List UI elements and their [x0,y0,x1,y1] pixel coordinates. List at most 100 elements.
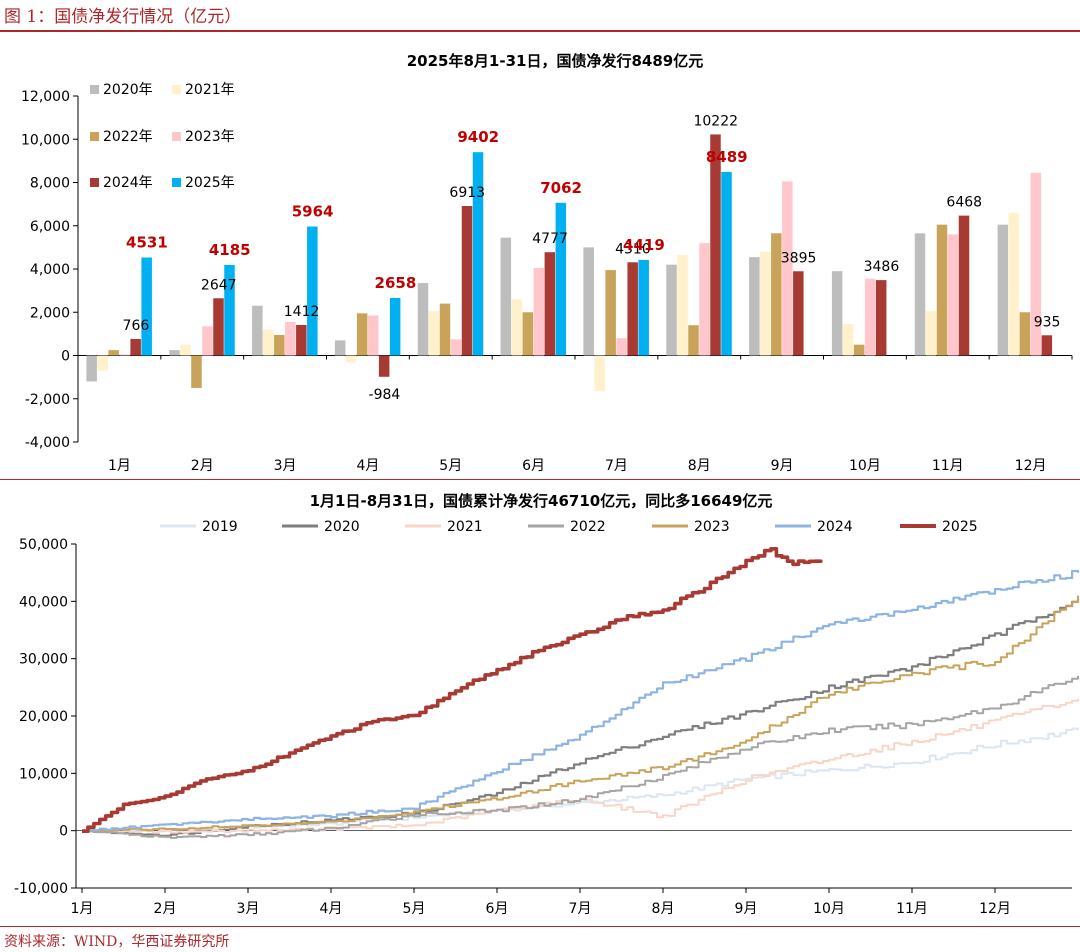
series-line-2022 [82,675,1079,839]
bar [710,134,721,356]
bar [213,298,224,356]
line-y-tick-label: -10,000 [14,881,68,897]
bar-y-tick-label: 2,000 [30,305,70,321]
legend-label: 2025年 [185,175,235,191]
bar [224,264,235,356]
bar-y-tick-label: 6,000 [30,219,70,235]
bar-x-tick-label: 2月 [191,458,214,474]
bar [544,252,556,356]
bar-x-tick-label: 4月 [356,458,379,474]
bar [605,270,616,356]
line-chart-legend: 2019 2020 2021 2022 2023 2024 2025 [160,519,978,535]
line-x-tick-label: 9月 [735,901,758,917]
bar [831,271,843,356]
bar [842,324,854,356]
line-chart-axes: -10,000 0 10,000 20,000 30,000 40,000 50,000 1月… [14,537,1072,917]
bar-y-tick-label: 8,000 [30,176,70,192]
legend-label: 2019 [202,519,238,535]
bar-data-label-2025: 9402 [457,128,499,146]
bar [108,350,119,356]
bar [180,344,191,356]
line-x-tick-label: 2月 [154,901,177,917]
bar [771,233,782,356]
bar [511,299,523,356]
line-chart-title: 1月1日-8月31日，国债累计净发行46710亿元，同比多16649亿元 [310,492,773,510]
bar-x-tick-label: 8月 [688,458,711,474]
bar-data-label: 935 [1034,314,1061,330]
bar [1041,335,1053,356]
bar [285,321,296,356]
bar-data-label-2025: 5964 [292,203,334,221]
bar [936,224,948,356]
bar [439,303,451,356]
bottom-divider [0,926,1080,927]
figure-title: 图 1：国债净发行情况（亿元） [4,7,242,27]
line-x-tick-label: 1月 [71,901,94,917]
bar [677,254,688,356]
bar-data-label-2025: 4419 [623,236,665,254]
bar-y-tick-label: 0 [61,349,70,365]
bar [356,313,368,356]
bar [1008,212,1020,356]
bar-data-label: 766 [123,318,150,334]
bar-x-tick-label: 6月 [522,458,545,474]
line-x-tick-label: 12月 [979,901,1011,917]
bar [191,355,202,388]
line-x-tick-label: 10月 [813,901,845,917]
bar [793,271,804,356]
bar [583,247,594,356]
legend-swatch [172,178,181,187]
bar [666,264,677,356]
line-y-tick-label: 20,000 [19,709,68,725]
bar [958,215,970,356]
bar-data-label: 3486 [864,259,900,275]
line-y-tick-label: 10,000 [19,766,68,782]
top-divider [0,30,1080,32]
bar [500,237,512,356]
bar-x-tick-label: 7月 [605,458,628,474]
bar [141,257,152,356]
bar-data-label: 3895 [781,250,817,266]
bar-x-tick-label: 12月 [1015,458,1047,474]
legend-label: 2023年 [185,129,235,145]
bar [307,226,318,356]
bar-y-tick-label: 10,000 [21,132,70,148]
bar [417,283,429,356]
bar [263,329,274,356]
source-note: 资料来源：WIND，华西证券研究所 [4,934,230,950]
line-y-tick-label: 0 [59,824,68,840]
series-line-2021 [82,698,1079,834]
bar-chart-bars [86,134,1053,392]
legend-label: 2021年 [185,82,235,98]
bar-x-tick-label: 3月 [274,458,297,474]
bar-data-label: 2647 [201,277,237,293]
bar [1019,312,1031,356]
bar [169,350,180,356]
bar [925,311,937,356]
bar [864,278,876,356]
line-x-tick-label: 6月 [486,901,509,917]
line-x-tick-label: 5月 [403,901,426,917]
legend-swatch [90,178,99,187]
bar [749,257,760,356]
bar-x-tick-label: 9月 [771,458,794,474]
bar [875,280,887,356]
legend-swatch [172,85,181,94]
bar [533,267,545,356]
bar [721,171,732,356]
legend-label: 2025 [942,519,978,535]
bar [296,324,307,356]
series-line-2023 [82,595,1079,832]
bar-data-label: 1412 [284,304,320,320]
bar [252,305,263,356]
bar [522,312,534,356]
bar-chart-axes: -4,000 -2,000 0 2,000 4,000 6,000 8,000 10,000 1… [21,89,1073,474]
line-x-tick-label: 4月 [320,901,343,917]
bar-x-tick-label: 1月 [108,458,131,474]
bar [699,243,710,356]
bar [914,233,926,356]
legend-swatch [90,132,99,141]
bar [274,334,285,356]
bar [853,344,865,356]
bar [594,355,605,392]
